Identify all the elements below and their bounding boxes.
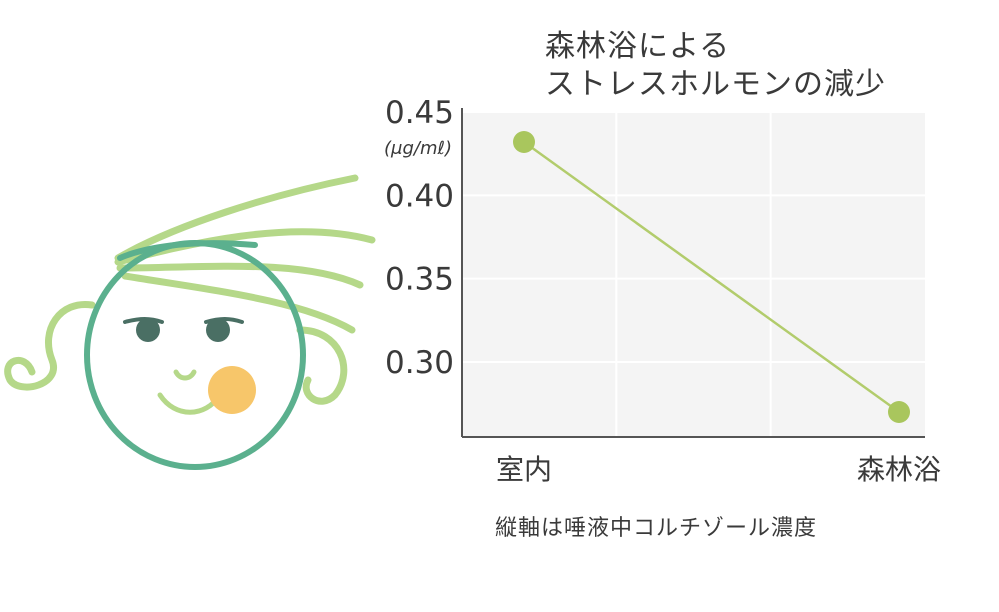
x-axis-labels: 室内 森林浴 <box>496 453 941 486</box>
plot-area <box>462 112 925 437</box>
data-point <box>513 131 535 153</box>
data-point <box>888 401 910 423</box>
chart-title-line-1: 森林浴による <box>545 29 731 64</box>
axes <box>461 108 925 438</box>
y-tick-label: 0.35 <box>385 262 454 298</box>
x-tick-label: 森林浴 <box>857 453 941 486</box>
x-tick-label: 室内 <box>496 453 552 486</box>
axis-note: 縦軸は唾液中コルチゾール濃度 <box>495 516 818 541</box>
y-axis-unit: (μg/mℓ) <box>384 138 452 159</box>
series-line <box>513 131 910 423</box>
series-path <box>523 140 900 414</box>
plot-background <box>462 112 925 437</box>
chart-title-line-2: ストレスホルモンの減少 <box>545 67 886 102</box>
y-tick-label: 0.45 <box>385 95 454 131</box>
gridlines <box>462 111 925 437</box>
chart-title: 森林浴による ストレスホルモンの減少 <box>545 28 886 104</box>
y-tick-label: 0.30 <box>385 345 454 381</box>
y-tick-label: 0.40 <box>385 178 454 214</box>
smiling-face-with-green-hair-icon <box>4 174 376 470</box>
y-axis-ticks: 0.45 0.40 0.35 0.30 <box>385 95 454 381</box>
